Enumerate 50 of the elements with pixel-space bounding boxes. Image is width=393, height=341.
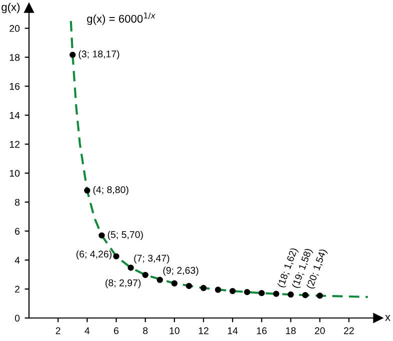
y-tick-label: 8 (14, 198, 20, 206)
x-axis-title: x (385, 315, 390, 321)
annotation: (4; 8,80) (93, 186, 128, 196)
point (229, 288, 236, 294)
annotation: g(x) = 6000$^{1/x}$ (87, 12, 156, 25)
y-tick-label: 14 (10, 112, 20, 119)
y-tick-label: 6 (15, 228, 20, 235)
x-tick-label: 16 (257, 327, 267, 334)
x-tick-label: 6 (114, 327, 119, 334)
point (186, 282, 192, 290)
x-tick-label: 14 (228, 327, 238, 334)
point (288, 291, 294, 298)
annotation: (9; 2,63) (163, 266, 198, 276)
y-tick-label: 16 (10, 82, 20, 90)
point (171, 280, 178, 286)
y-tick-label: 18 (10, 54, 20, 61)
annotation: (5; 5,70) (108, 230, 143, 240)
y-tick-label: 12 (10, 140, 20, 148)
point (84, 187, 90, 194)
annotation: (8; 2,97) (106, 279, 141, 288)
point (316, 292, 323, 299)
annotation: (7; 3,47) (134, 254, 170, 264)
point (302, 292, 308, 298)
point (113, 253, 120, 260)
y-tick-label: 2 (15, 286, 20, 293)
y-tick-label: 0 (14, 314, 20, 322)
y-axis-title: g(x) (2, 2, 20, 14)
y-tick-label: 20 (10, 25, 20, 32)
point (200, 284, 207, 292)
x-tick-label: 18 (286, 327, 296, 334)
point (156, 276, 163, 283)
point (70, 52, 76, 58)
point (214, 286, 222, 293)
annotation: (6; 4,26) (76, 250, 112, 260)
x-tick-label: 2 (56, 327, 60, 334)
point (142, 272, 148, 278)
y-tick-label: 4 (14, 256, 20, 264)
point (244, 288, 250, 296)
x-tick-label: 22 (344, 327, 354, 334)
point (273, 290, 280, 297)
point (98, 232, 105, 239)
y-tick-label: 10 (10, 170, 20, 177)
x-tick-label: 4 (84, 327, 90, 334)
point (128, 264, 134, 271)
x-tick-label: 20 (314, 327, 325, 334)
annotation: (3; 18,17) (78, 50, 120, 60)
x-tick-label: 12 (198, 327, 208, 334)
x-tick-label: 10 (170, 327, 180, 334)
x-tick-label: 8 (143, 327, 148, 334)
point (258, 290, 265, 296)
